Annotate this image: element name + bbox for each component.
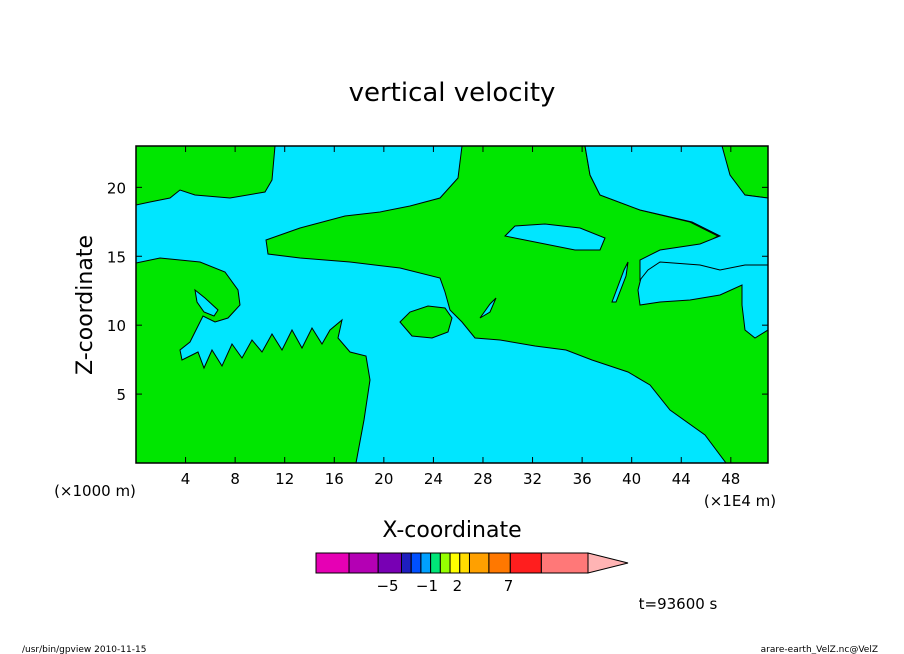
negative-island-left bbox=[194, 288, 219, 317]
plot-frame bbox=[135, 145, 769, 464]
x-tick-label: 12 bbox=[275, 470, 294, 488]
x-axis-label: X-coordinate bbox=[382, 518, 521, 543]
y-tick-label: 10 bbox=[107, 317, 126, 335]
negative-island-top-right bbox=[584, 146, 768, 282]
positive-region-upper bbox=[265, 146, 768, 463]
y-axis-label: Z-coordinate bbox=[73, 235, 98, 375]
footer-right: arare-earth_VelZ.nc@VelZ bbox=[761, 645, 878, 654]
x-unit-right: (×1E4 m) bbox=[704, 492, 776, 510]
colorbar-swatch bbox=[488, 552, 511, 574]
x-tick-label: 36 bbox=[573, 470, 592, 488]
time-label: t=93600 s bbox=[639, 595, 718, 613]
colorbar-swatch bbox=[439, 552, 451, 574]
x-tick-label: 20 bbox=[374, 470, 393, 488]
x-tick-label: 8 bbox=[230, 470, 240, 488]
colorbar-extension bbox=[587, 552, 629, 574]
footer-left: /usr/bin/gpview 2010-11-15 bbox=[22, 645, 146, 654]
y-axis: 5 10 15 20 bbox=[107, 179, 768, 404]
y-tick-label: 5 bbox=[116, 386, 126, 404]
x-tick-label: 44 bbox=[672, 470, 691, 488]
colorbar-swatch bbox=[540, 552, 589, 574]
colorbar-label: 7 bbox=[504, 577, 514, 595]
negative-island-upper bbox=[503, 223, 606, 251]
x-tick-label: 40 bbox=[622, 470, 641, 488]
positive-region-top-left bbox=[136, 146, 276, 206]
colorbar-swatch bbox=[468, 552, 490, 574]
colorbar-label: −5 bbox=[376, 577, 398, 595]
contour-field bbox=[135, 145, 769, 464]
colorbar-labels: −5 −1 2 7 bbox=[376, 577, 513, 595]
colorbar-swatch bbox=[430, 552, 441, 574]
negative-streak bbox=[611, 261, 629, 303]
y-tick-label: 15 bbox=[107, 248, 126, 266]
colorbar-swatch bbox=[315, 552, 350, 574]
x-axis: 4 8 12 16 20 24 28 32 36 40 44 48 bbox=[181, 146, 740, 488]
x-unit-left: (×1000 m) bbox=[54, 482, 136, 500]
colorbar-swatch bbox=[459, 552, 470, 574]
colorbar-swatch bbox=[410, 552, 422, 574]
colorbar-swatch bbox=[400, 552, 412, 574]
x-tick-label: 16 bbox=[325, 470, 344, 488]
x-tick-label: 32 bbox=[523, 470, 542, 488]
positive-region-main bbox=[136, 257, 371, 463]
colorbar-swatch bbox=[420, 552, 432, 574]
positive-region-small bbox=[399, 305, 453, 339]
colorbar-swatch bbox=[449, 552, 461, 574]
colorbar-label: −1 bbox=[416, 577, 438, 595]
colorbar-label: 2 bbox=[453, 577, 463, 595]
chart-title: vertical velocity bbox=[349, 78, 556, 108]
y-tick-label: 20 bbox=[107, 179, 126, 197]
colorbar-swatch bbox=[377, 552, 402, 574]
x-tick-label: 48 bbox=[721, 470, 740, 488]
negative-streak-2 bbox=[479, 297, 497, 319]
x-tick-label: 4 bbox=[181, 470, 191, 488]
colorbar-swatch bbox=[509, 552, 542, 574]
x-tick-label: 24 bbox=[424, 470, 443, 488]
colorbar-swatch bbox=[348, 552, 379, 574]
colorbar bbox=[315, 552, 629, 574]
x-tick-label: 28 bbox=[473, 470, 492, 488]
